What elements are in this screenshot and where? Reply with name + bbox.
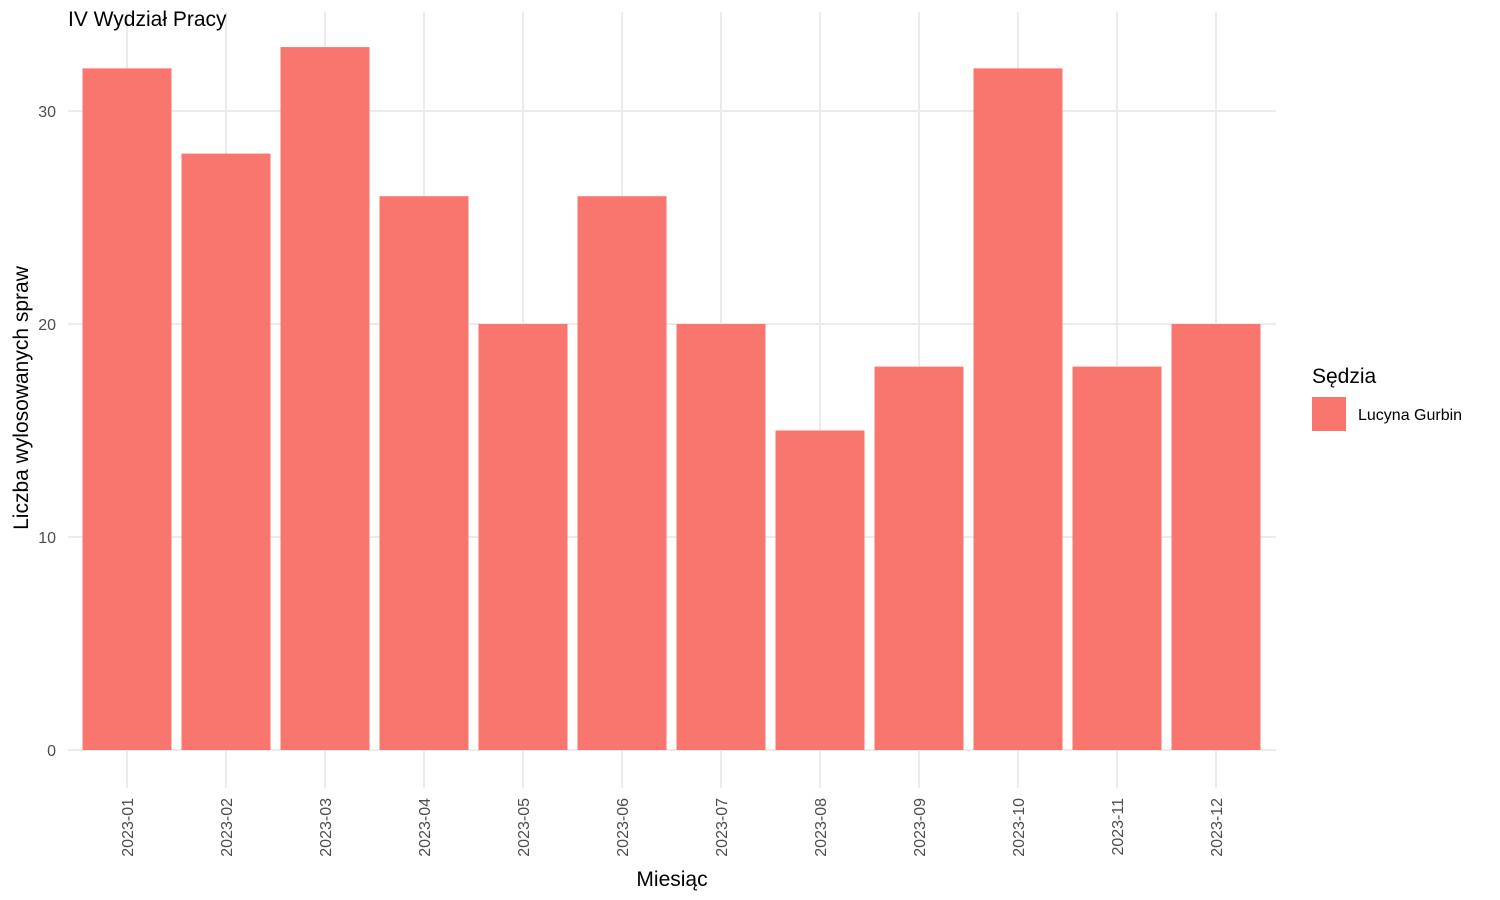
y-axis-ticks: 0 10 20 30 [38, 104, 56, 760]
x-tick-label: 2023-05 [516, 798, 533, 857]
x-tick-label: 2023-07 [714, 798, 731, 857]
bar [181, 153, 271, 751]
bar [478, 324, 568, 750]
legend-title: Sędzia [1312, 365, 1377, 388]
bar [82, 68, 172, 750]
y-tick-label: 10 [38, 530, 56, 547]
bar [874, 366, 964, 750]
x-tick-label: 2023-03 [318, 798, 335, 857]
x-tick-label: 2023-09 [912, 798, 929, 857]
chart-title: IV Wydział Pracy [68, 8, 227, 31]
y-tick-label: 20 [38, 317, 56, 334]
x-tick-label: 2023-02 [219, 798, 236, 857]
bar [676, 324, 766, 750]
bar [280, 47, 370, 751]
x-tick-label: 2023-10 [1011, 798, 1028, 857]
bar [1072, 366, 1162, 750]
bar [775, 430, 865, 750]
x-tick-label: 2023-08 [813, 798, 830, 857]
y-axis-title: Liczba wylosowanych spraw [10, 265, 33, 530]
x-tick-label: 2023-06 [615, 798, 632, 857]
bar [1171, 324, 1261, 750]
bar [379, 196, 469, 750]
x-tick-label: 2023-12 [1209, 798, 1226, 857]
x-axis-title: Miesiąc [636, 868, 707, 891]
x-tick-label: 2023-04 [417, 798, 434, 857]
bar [973, 68, 1063, 750]
bars-layer [82, 47, 1261, 751]
x-tick-label: 2023-01 [120, 798, 137, 857]
bar [577, 196, 667, 750]
x-tick-label: 2023-11 [1110, 798, 1127, 856]
legend-label: Lucyna Gurbin [1358, 407, 1462, 424]
y-tick-label: 30 [38, 104, 56, 121]
x-axis-ticks: 2023-01 2023-02 2023-03 2023-04 2023-05 2023-… [120, 798, 1226, 857]
legend: Sędzia Lucyna Gurbin [1312, 365, 1462, 431]
legend-swatch [1312, 397, 1346, 431]
y-tick-label: 0 [47, 743, 56, 760]
